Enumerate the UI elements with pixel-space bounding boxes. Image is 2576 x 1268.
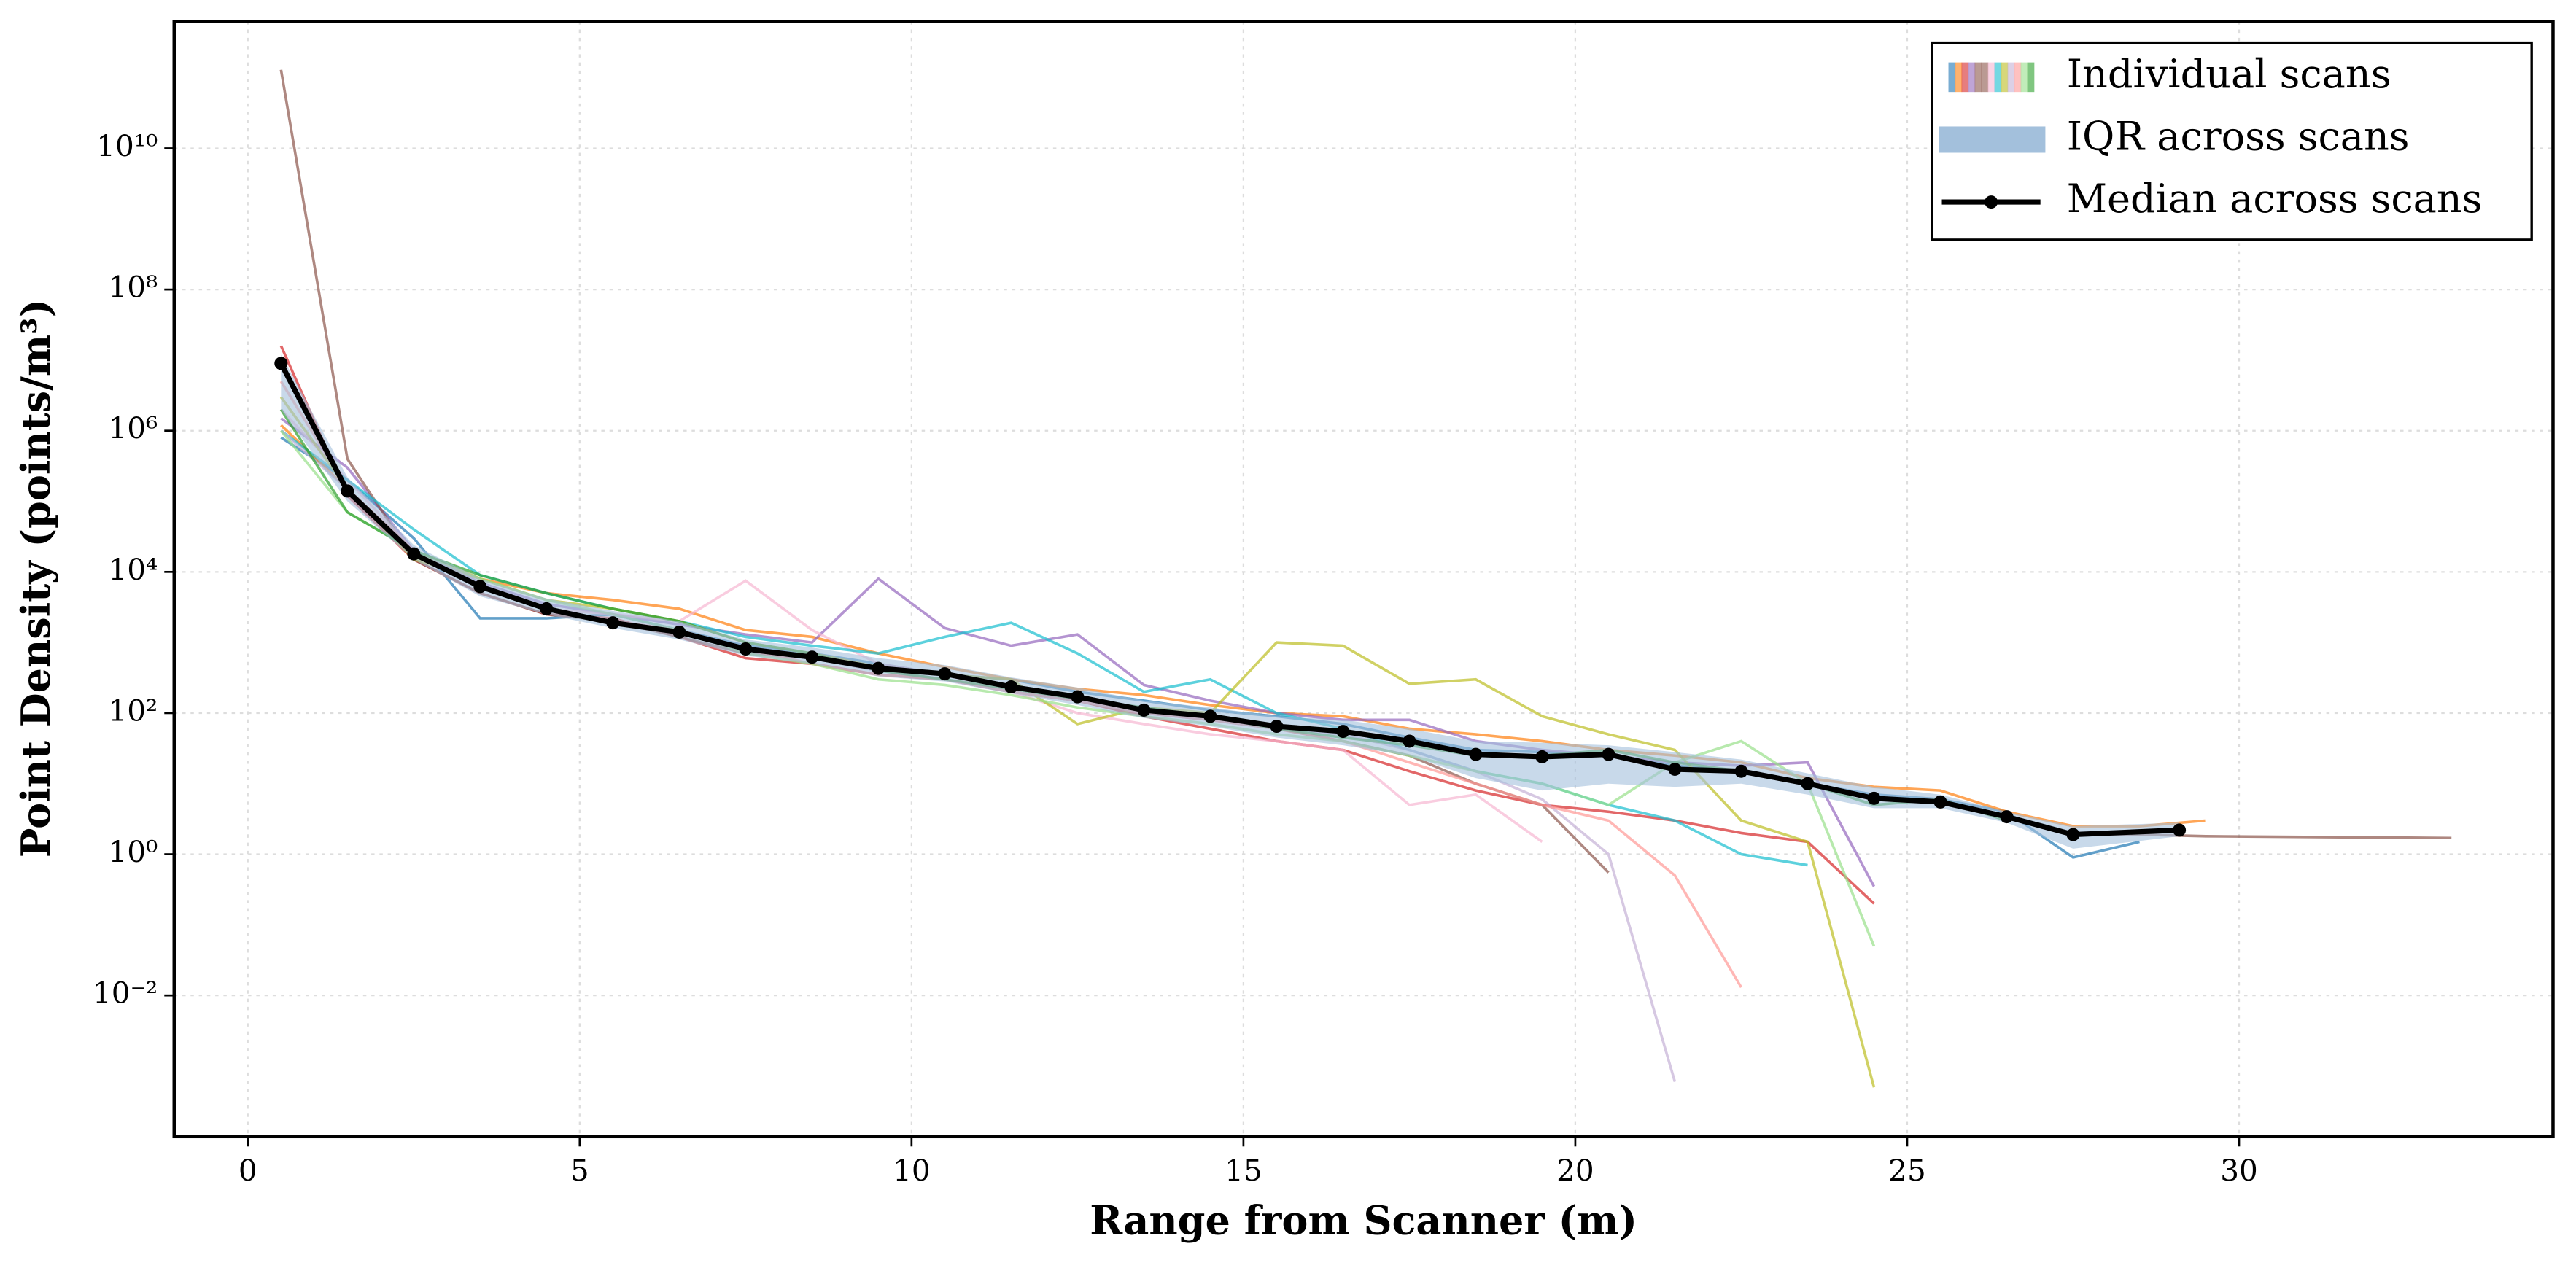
median-marker bbox=[1137, 703, 1151, 717]
legend-swatch bbox=[2014, 62, 2022, 93]
median-marker bbox=[1801, 777, 1815, 790]
x-axis-label: Range from Scanner (m) bbox=[1090, 1197, 1637, 1243]
median-marker bbox=[606, 616, 620, 630]
legend-swatch bbox=[1968, 62, 1976, 93]
y-tick-label: 10¹⁰ bbox=[96, 128, 158, 163]
median-marker bbox=[1535, 750, 1549, 763]
median-marker bbox=[1203, 709, 1217, 723]
scan-line bbox=[279, 396, 1876, 1088]
median-marker bbox=[1602, 747, 1615, 761]
median-marker bbox=[473, 580, 487, 594]
x-tick-label: 15 bbox=[1225, 1153, 1262, 1188]
x-tick-label: 20 bbox=[1556, 1153, 1594, 1188]
median-marker bbox=[2173, 823, 2187, 837]
legend-swatch bbox=[1985, 195, 1998, 209]
y-axis-label: Point Density (points/m³) bbox=[12, 299, 59, 857]
median-marker bbox=[341, 484, 354, 498]
scan-line bbox=[279, 408, 2008, 822]
legend-swatch bbox=[1955, 62, 1963, 93]
y-tick-label: 10⁶ bbox=[108, 411, 158, 446]
y-tick-label: 10⁸ bbox=[108, 270, 158, 305]
legend-label: Median across scans bbox=[2067, 176, 2483, 222]
median-marker bbox=[1336, 725, 1350, 739]
median-marker bbox=[872, 661, 885, 675]
median-marker bbox=[1270, 720, 1284, 734]
grid bbox=[174, 21, 2553, 1137]
legend-swatch bbox=[2020, 62, 2028, 93]
axes-frame bbox=[172, 20, 2555, 1139]
legend-label: IQR across scans bbox=[2067, 113, 2410, 159]
y-tick-label: 10⁰ bbox=[108, 834, 158, 869]
y-tick-label: 10⁴ bbox=[108, 552, 158, 587]
median-marker bbox=[2000, 810, 2014, 824]
median-marker bbox=[672, 625, 686, 639]
median-marker bbox=[1469, 747, 1483, 761]
x-tick-label: 5 bbox=[570, 1153, 589, 1188]
legend-swatch bbox=[2027, 62, 2035, 93]
median-marker bbox=[938, 667, 952, 681]
scan-line bbox=[280, 429, 1808, 867]
median-marker bbox=[540, 602, 554, 615]
legend-swatch bbox=[1994, 62, 2002, 93]
median-marker bbox=[1867, 791, 1881, 805]
median-marker bbox=[1933, 795, 1947, 809]
median-marker bbox=[739, 642, 753, 656]
legend-swatch bbox=[1961, 62, 1969, 93]
scan-line bbox=[280, 424, 2206, 828]
scan-line bbox=[279, 345, 1875, 905]
x-tick-label: 30 bbox=[2220, 1153, 2258, 1188]
legend-swatch bbox=[1987, 62, 1995, 93]
x-tick-label: 25 bbox=[1888, 1153, 1926, 1188]
median-marker bbox=[1403, 734, 1416, 748]
ticks: 0 5 10 15 20 25 30 10⁻² 10⁰ 10² 10⁴ 10⁶ 10⁸ 10¹⁰ bbox=[93, 128, 2258, 1188]
x-tick-label: 10 bbox=[893, 1153, 931, 1188]
median-marker bbox=[1004, 680, 1018, 694]
median-marker bbox=[407, 547, 421, 561]
legend-swatch bbox=[1948, 62, 1956, 93]
x-tick-label: 0 bbox=[238, 1153, 257, 1188]
y-tick-label: 10² bbox=[108, 693, 158, 728]
legend-label: Individual scans bbox=[2067, 51, 2391, 97]
legend: Individual scans IQR across scans Median… bbox=[1931, 41, 2533, 241]
y-tick-label: 10⁻² bbox=[93, 976, 158, 1011]
legend-swatch bbox=[1974, 62, 1982, 93]
median-marker bbox=[1734, 764, 1748, 778]
median-marker bbox=[1071, 690, 1085, 704]
median-marker bbox=[805, 650, 819, 664]
legend-swatch bbox=[1981, 62, 1989, 93]
legend-swatch bbox=[1939, 126, 2046, 153]
plot-area bbox=[274, 69, 2452, 1088]
median-marker bbox=[1668, 762, 1682, 776]
median-marker bbox=[274, 357, 288, 370]
legend-swatch bbox=[2001, 62, 2009, 93]
median-marker bbox=[2066, 828, 2080, 841]
legend-swatch bbox=[2007, 62, 2015, 93]
